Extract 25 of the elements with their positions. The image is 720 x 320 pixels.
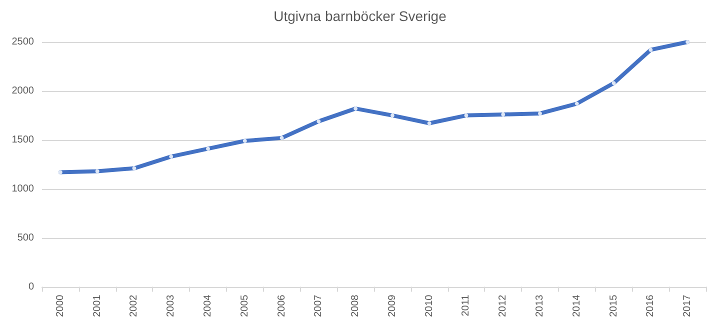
chart-title: Utgivna barnböcker Sverige [274,8,447,24]
x-tick-label: 2012 [498,294,509,318]
x-tick-label: 2015 [608,294,620,318]
x-tick-label: 2016 [645,294,656,318]
y-tick-label: 1000 [12,183,34,194]
x-tick-label: 2009 [386,294,398,318]
x-tick-label: 2011 [460,294,472,316]
x-tick-label: 2003 [166,294,177,318]
y-tick-label: 2000 [12,85,34,96]
x-tick-label: 2006 [276,294,288,318]
x-tick-label: 2004 [202,294,214,318]
x-tick-label: 2014 [571,294,582,318]
x-tick-label: 2007 [313,294,324,318]
x-tick-label: 2010 [424,294,435,318]
y-tick-label: 2500 [12,36,34,48]
x-tick-label: 2000 [54,294,66,318]
x-tick-label: 2017 [682,294,694,318]
x-tick-label: 2001 [92,294,103,318]
x-tick-label: 2002 [128,294,140,318]
x-tick-label: 2013 [534,294,546,318]
x-tick-label: 2005 [239,294,250,318]
y-tick-label: 0 [28,281,34,292]
y-tick-label: 1500 [12,134,34,146]
x-tick-label: 2008 [350,294,362,318]
y-tick-label: 500 [17,232,34,244]
